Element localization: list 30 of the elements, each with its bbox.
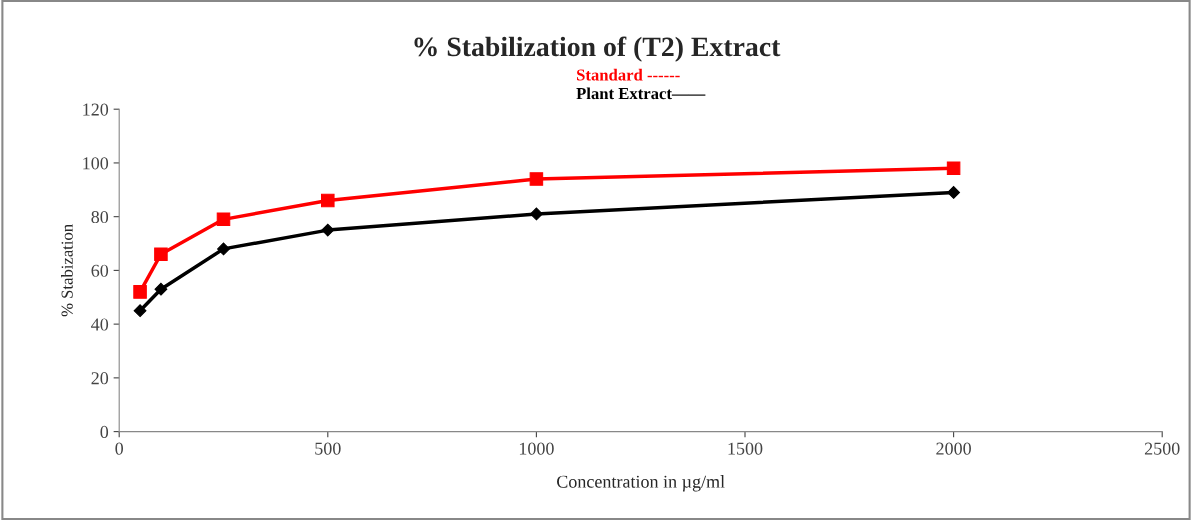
point — [154, 282, 168, 296]
y-axis-title: % Stabization — [61, 224, 73, 317]
y-tick-label: 0 — [100, 425, 109, 439]
y-tick-label: 100 — [83, 157, 109, 170]
point — [946, 161, 961, 176]
y-tick-label: 20 — [91, 372, 109, 385]
text: Plant Extract—— — [576, 87, 706, 100]
text: Standard ------ — [577, 68, 680, 81]
x-tick-label: 0 — [115, 442, 124, 455]
x-tick-label: 2000 — [936, 442, 971, 455]
point — [217, 242, 230, 256]
x-tick-label: 2500 — [1144, 442, 1180, 455]
point — [529, 207, 543, 221]
point — [133, 304, 147, 318]
x-tick-label: 1500 — [728, 442, 763, 455]
point — [321, 193, 335, 208]
point — [529, 172, 544, 186]
chart-title: % Stabilization of (T2) Extract — [414, 36, 781, 62]
x-tick-label: 500 — [315, 442, 341, 455]
point — [947, 186, 961, 199]
y-tick-label: 60 — [91, 264, 109, 277]
y-tick-label: 120 — [83, 103, 109, 116]
x-axis-title: Concentration in µg/ml — [557, 475, 725, 492]
x-tick-label: 1000 — [519, 442, 554, 455]
point — [133, 285, 147, 299]
point — [216, 212, 231, 227]
point — [154, 247, 168, 262]
y-tick-label: 80 — [91, 210, 109, 224]
point — [321, 223, 335, 237]
y-tick-label: 40 — [91, 318, 109, 331]
